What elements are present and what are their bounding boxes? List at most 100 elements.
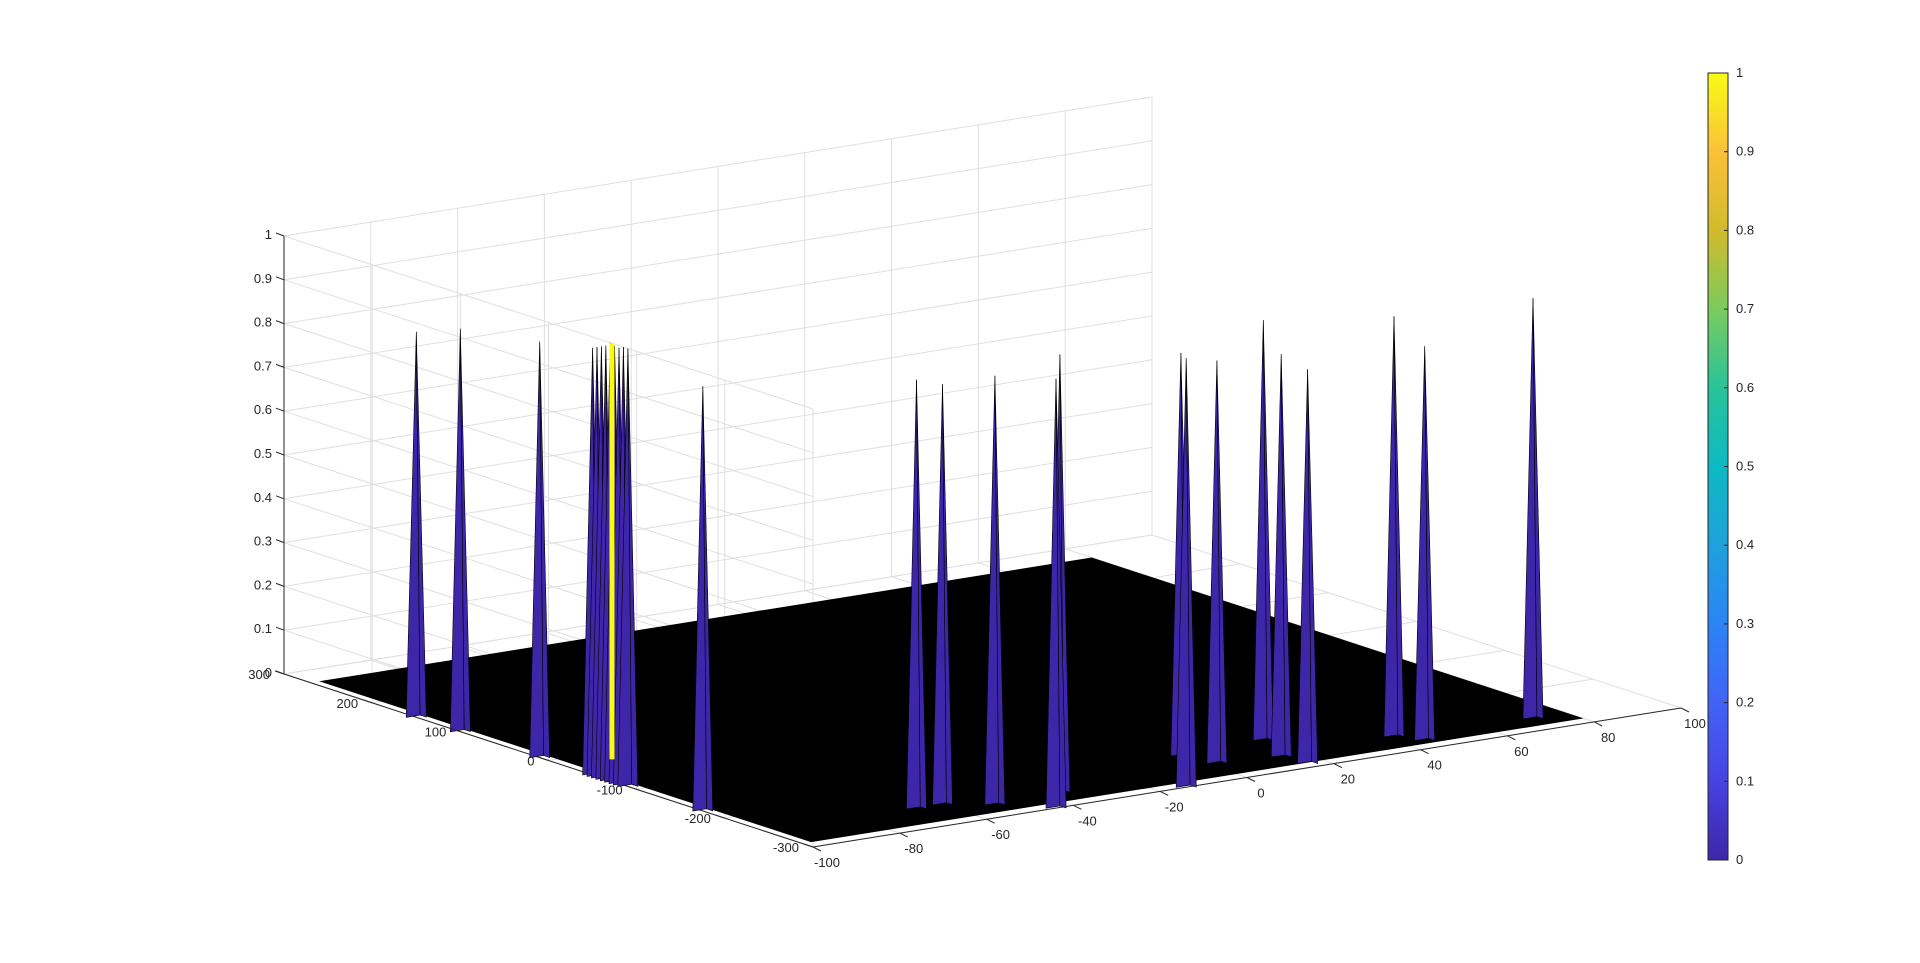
peak-face-right <box>1185 357 1197 788</box>
y-tick-mark <box>274 670 285 675</box>
x-tick-label: -60 <box>991 827 1010 842</box>
peak-face-right <box>1532 298 1544 720</box>
surface-peak-26 <box>1522 298 1544 720</box>
colorbar-tick-label: 0.4 <box>1736 537 1754 552</box>
z-tick-mark <box>275 451 285 456</box>
y-tick-mark <box>363 699 373 704</box>
z-tick-mark <box>275 582 285 587</box>
z-tick-mark <box>275 495 285 500</box>
peak-face-right <box>1055 378 1067 809</box>
colorbar-tick-label: 0.9 <box>1736 144 1754 159</box>
grid-line-right-wall-z-9 <box>283 140 1153 281</box>
grid-line-right-wall-z-5 <box>283 315 1153 456</box>
grid-line-left-wall-z-9 <box>283 279 814 454</box>
y-tick-label: -200 <box>685 811 711 826</box>
surface-peak-0 <box>405 331 427 718</box>
colorbar-tick-label: 0 <box>1736 852 1743 867</box>
peak-face-right <box>627 348 639 787</box>
x-tick-label: 100 <box>1684 716 1706 731</box>
z-tick-mark <box>275 276 285 281</box>
z-tick-mark <box>275 407 285 412</box>
x-tick-mark <box>986 818 995 824</box>
z-tick-mark <box>275 363 285 368</box>
z-tick-mark <box>275 539 285 544</box>
surface-peak-13 <box>906 379 927 810</box>
x-tick-mark <box>1680 707 1690 713</box>
y-tick-label: 200 <box>336 696 358 711</box>
surface-peak-11 <box>617 348 639 787</box>
x-tick-mark <box>1159 790 1169 796</box>
x-tick-mark <box>1073 804 1082 810</box>
colorbar-tick-label: 0.5 <box>1736 459 1754 474</box>
z-tick-label: 0.9 <box>254 271 272 286</box>
z-tick-label: 0.8 <box>254 315 272 330</box>
peak-face-right <box>916 379 927 810</box>
y-tick-mark <box>803 843 814 848</box>
tick-labels: 00.10.20.30.40.50.60.70.80.91-300-200-10… <box>248 227 1706 870</box>
y-tick-mark <box>451 728 461 733</box>
y-tick-mark <box>539 757 549 761</box>
surface-peak-25 <box>1414 346 1436 741</box>
grid-line-right-wall-z-7 <box>283 227 1153 368</box>
z-tick-mark <box>275 626 285 631</box>
colorbar-tick-label: 0.8 <box>1736 222 1754 237</box>
surface-peak-23 <box>1252 320 1274 741</box>
grid-line-right-wall-z-2 <box>283 446 1153 587</box>
x-tick-mark <box>1333 763 1343 769</box>
grid-line-right-wall-z-1 <box>283 490 1153 631</box>
colorbar-tick-label: 0.2 <box>1736 695 1754 710</box>
peak-face-right <box>539 341 551 758</box>
grid-line-left-wall-z-5 <box>283 454 814 629</box>
surface-peak-2 <box>529 341 551 759</box>
grid-line-left-wall-z-6 <box>283 410 814 585</box>
z-tick-label: 0.2 <box>254 577 272 592</box>
peak-face-right <box>1393 316 1405 738</box>
z-tick-label: 0 <box>265 665 272 680</box>
peak-face-right <box>994 375 1006 806</box>
x-tick-mark <box>812 846 822 852</box>
surface-peaks <box>405 298 1544 812</box>
peak-face-right <box>942 384 953 806</box>
colorbar: 0 0.1 0.2 0.3 0.4 0.5 0.6 0.7 0.8 0.9 1 <box>1707 65 1754 867</box>
x-tick-label: -20 <box>1165 799 1184 814</box>
surface-peak-22 <box>1297 369 1319 764</box>
grid-line-right-wall-z-3 <box>283 403 1153 544</box>
y-tick-label: -300 <box>773 840 799 855</box>
y-tick-mark <box>627 785 637 790</box>
peak-face-right <box>1263 320 1274 741</box>
x-tick-mark <box>899 832 909 838</box>
colorbar-tick-label: 1 <box>1736 65 1743 80</box>
y-tick-label: 300 <box>248 667 270 682</box>
grid-line-right-wall-z-8 <box>283 184 1153 325</box>
surface-peak-17 <box>1045 378 1067 809</box>
x-tick-mark <box>1593 721 1603 727</box>
peak-face-right <box>1216 360 1228 764</box>
surface-peak-14 <box>932 384 953 806</box>
grid-line-right-wall-z-10 <box>283 96 1153 237</box>
surface-peak-1 <box>449 328 471 733</box>
colorbar-tick-label: 0.3 <box>1736 616 1754 631</box>
peak-face-right <box>702 386 714 812</box>
z-tick-label: 0.7 <box>254 358 272 373</box>
x-tick-label: 60 <box>1514 744 1528 759</box>
x-tick-label: -100 <box>814 855 840 870</box>
peak-face-right <box>1424 346 1436 741</box>
colorbar-tick-label: 0.1 <box>1736 773 1754 788</box>
z-tick-label: 0.4 <box>254 490 272 505</box>
z-tick-label: 1 <box>265 227 272 242</box>
z-tick-mark <box>275 232 285 237</box>
z-tick-label: 0.1 <box>254 621 272 636</box>
peak-face-right <box>1307 369 1319 764</box>
colorbar-tick-label: 0.6 <box>1736 380 1754 395</box>
peak-face-right <box>416 331 427 718</box>
grid-line-left-wall-z-10 <box>283 235 814 410</box>
x-tick-mark <box>1507 735 1516 741</box>
grid-line-right-wall-z-4 <box>283 359 1153 500</box>
x-tick-label: 0 <box>1257 786 1264 801</box>
y-tick-label: 0 <box>527 754 534 769</box>
z-tick-mark <box>275 320 285 325</box>
peak-face-right <box>460 328 471 733</box>
surface-peak-15 <box>984 375 1006 806</box>
x-tick-label: -80 <box>904 841 923 856</box>
